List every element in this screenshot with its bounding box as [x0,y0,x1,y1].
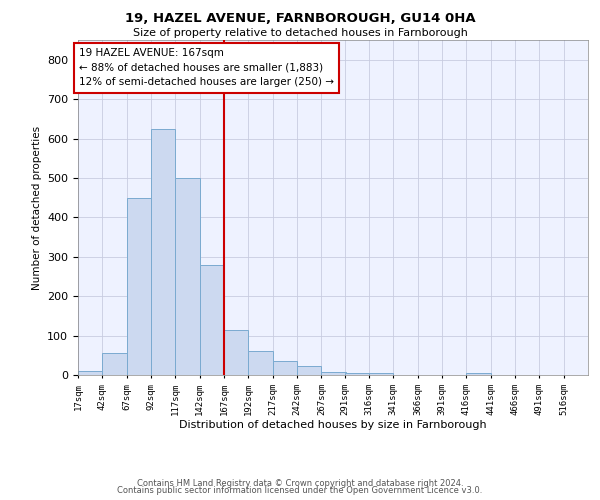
Text: Size of property relative to detached houses in Farnborough: Size of property relative to detached ho… [133,28,467,38]
Bar [151,128,175,375]
Bar [175,178,200,375]
Bar [272,361,297,375]
Bar [466,373,491,375]
Bar [344,373,369,375]
Bar [200,264,224,375]
Bar [322,372,346,375]
Bar [297,366,322,375]
X-axis label: Distribution of detached houses by size in Farnborough: Distribution of detached houses by size … [179,420,487,430]
Text: Contains HM Land Registry data © Crown copyright and database right 2024.: Contains HM Land Registry data © Crown c… [137,478,463,488]
Text: Contains public sector information licensed under the Open Government Licence v3: Contains public sector information licen… [118,486,482,495]
Text: 19, HAZEL AVENUE, FARNBOROUGH, GU14 0HA: 19, HAZEL AVENUE, FARNBOROUGH, GU14 0HA [125,12,475,26]
Bar [103,354,127,375]
Bar [248,350,272,375]
Bar [369,373,394,375]
Text: 19 HAZEL AVENUE: 167sqm
← 88% of detached houses are smaller (1,883)
12% of semi: 19 HAZEL AVENUE: 167sqm ← 88% of detache… [79,48,334,88]
Bar [78,371,103,375]
Y-axis label: Number of detached properties: Number of detached properties [32,126,41,290]
Bar [127,198,151,375]
Bar [224,330,248,375]
